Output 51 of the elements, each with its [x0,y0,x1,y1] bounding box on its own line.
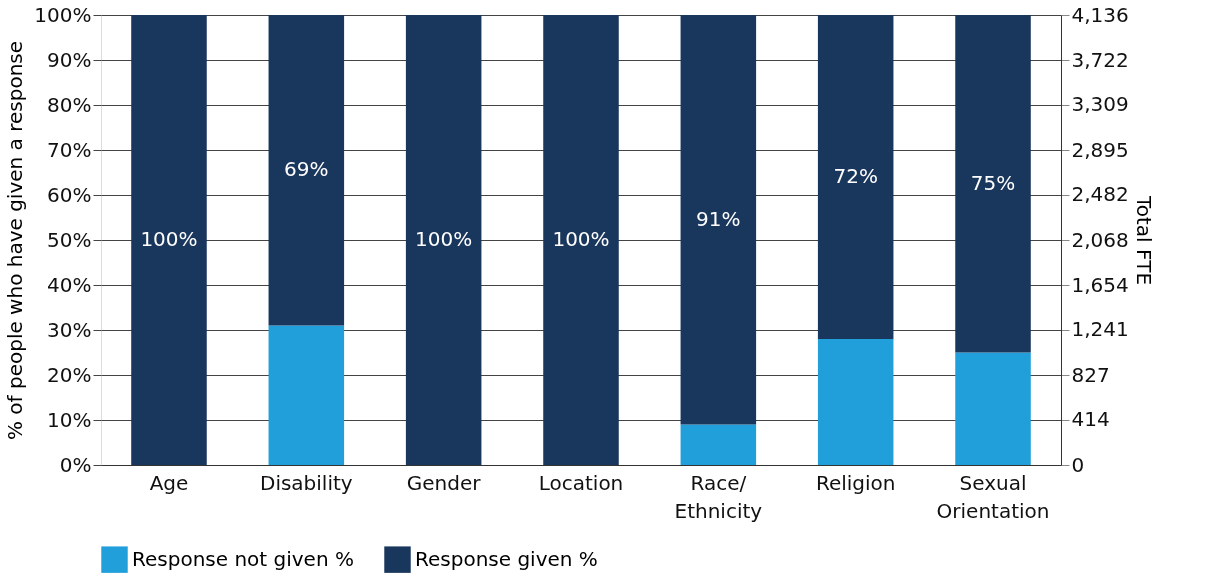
data-label: 72% [833,164,878,188]
y-axis-title: % of people who have given a response [3,40,28,441]
legend-label: Response not given % [132,546,354,571]
data-label: 100% [415,227,473,251]
bar [955,15,1031,353]
y2-tick-label: 3,722 [1071,47,1129,72]
x-tick-label: Sexual Orientation [936,470,1050,523]
y2-tick-label: 4,136 [1071,2,1129,27]
data-label: 100% [140,227,198,251]
bar [955,352,1031,465]
x-tick-label: Race/ Ethnicity [674,470,763,523]
bar [543,15,619,465]
bar [680,15,757,425]
y-tick-label: 60% [47,182,92,207]
y2-tick-label: 1,654 [1071,272,1129,297]
bar [268,325,345,465]
y-tick-label: 70% [47,137,92,162]
y-tick-label: 10% [47,407,92,432]
y-tick-label: 40% [47,272,92,297]
y-tick-label: 90% [47,47,92,72]
y2-tick-label: 3,309 [1071,92,1129,117]
x-tick-label: Gender [406,470,482,495]
y-tick-label: 30% [47,317,92,342]
y2-tick-label: 0 [1071,452,1085,477]
y2-tick-label: 1,241 [1071,317,1129,342]
y2-tick-label: 2,068 [1071,227,1129,252]
x-tick-label: Disability [259,470,353,495]
y2-axis-title: Total FTE [1131,194,1156,286]
data-label: 91% [696,206,741,231]
legend-label: Response given % [415,546,598,571]
x-tick-label: Age [149,470,189,495]
y-tick-label: 0% [59,452,92,477]
bar [817,15,894,339]
bar [405,15,482,465]
data-label: 75% [970,170,1016,195]
data-label: 69% [284,157,329,182]
y-tick-label: 50% [47,227,92,252]
y-tick-label: 100% [34,2,92,27]
x-tick-label: Religion [815,470,896,495]
data-label: 100% [552,227,610,251]
y2-tick-label: 2,482 [1071,182,1129,207]
y2-tick-label: 414 [1071,407,1110,432]
y-tick-label: 20% [47,362,92,387]
bar [268,15,345,326]
y2-tick-label: 827 [1071,362,1110,387]
x-tick-label: Location [538,470,624,495]
bar [680,424,757,465]
y-tick-label: 80% [47,92,92,117]
y2-tick-label: 2,895 [1071,137,1129,162]
bar [817,339,894,465]
bar [131,15,207,465]
